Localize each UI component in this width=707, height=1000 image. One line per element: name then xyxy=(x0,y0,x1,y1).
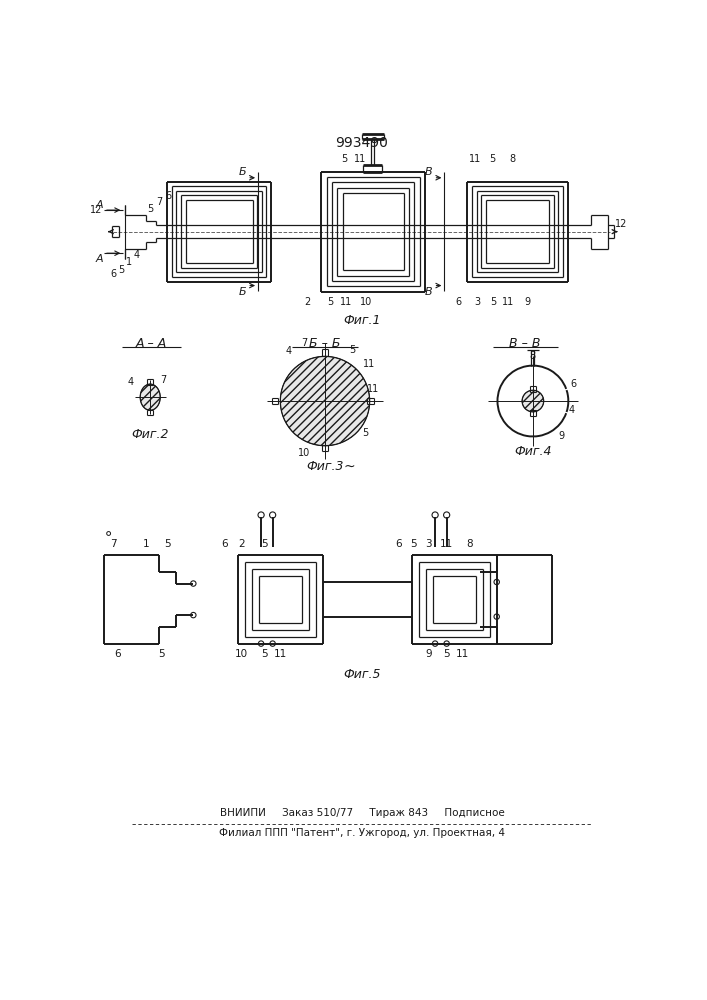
Text: 6: 6 xyxy=(571,379,577,389)
Text: А: А xyxy=(95,200,103,210)
Text: 5: 5 xyxy=(363,428,369,438)
Text: 11: 11 xyxy=(440,539,453,549)
Text: 8: 8 xyxy=(467,539,473,549)
Text: 6: 6 xyxy=(221,539,228,549)
Text: 6: 6 xyxy=(455,297,461,307)
Text: 2: 2 xyxy=(238,539,245,549)
Text: Фиг.1: Фиг.1 xyxy=(343,314,380,327)
Text: 12: 12 xyxy=(615,219,628,229)
Text: 5: 5 xyxy=(327,297,334,307)
Text: 7: 7 xyxy=(156,197,163,207)
Text: 5: 5 xyxy=(158,649,165,659)
Text: 11: 11 xyxy=(363,359,375,369)
Text: 11: 11 xyxy=(502,297,515,307)
Text: Б – Б: Б – Б xyxy=(309,337,341,350)
Circle shape xyxy=(258,512,264,518)
Text: 10: 10 xyxy=(360,297,372,307)
Text: 10: 10 xyxy=(235,649,248,659)
Text: 6: 6 xyxy=(165,191,172,201)
Text: 8: 8 xyxy=(509,154,515,164)
Text: 5: 5 xyxy=(262,649,268,659)
Circle shape xyxy=(191,581,196,586)
Text: 6: 6 xyxy=(110,269,117,279)
Text: 5: 5 xyxy=(262,539,268,549)
Text: 7: 7 xyxy=(301,338,308,348)
Text: 5: 5 xyxy=(489,154,495,164)
Text: 4: 4 xyxy=(134,250,139,260)
Text: 5: 5 xyxy=(490,297,496,307)
Text: 11: 11 xyxy=(274,649,287,659)
Text: В – В: В – В xyxy=(510,337,541,350)
Text: Фиг.5: Фиг.5 xyxy=(343,668,380,681)
Text: Б: Б xyxy=(239,287,247,297)
Text: 8: 8 xyxy=(530,351,536,361)
Ellipse shape xyxy=(522,390,544,412)
Text: 3: 3 xyxy=(426,539,432,549)
Text: Фиг.4: Фиг.4 xyxy=(514,445,551,458)
Text: Б: Б xyxy=(239,167,247,177)
Text: 2: 2 xyxy=(304,297,310,307)
Text: 10: 10 xyxy=(298,448,310,458)
Text: А: А xyxy=(95,254,103,264)
Circle shape xyxy=(444,641,450,646)
Text: В: В xyxy=(425,287,433,297)
Text: 9: 9 xyxy=(426,649,432,659)
Text: 11: 11 xyxy=(354,154,366,164)
Text: 11: 11 xyxy=(469,154,481,164)
Text: 4: 4 xyxy=(568,405,575,415)
Text: Фиг.2: Фиг.2 xyxy=(132,428,169,441)
Text: 11: 11 xyxy=(455,649,469,659)
Text: Филиал ППП "Патент", г. Ужгород, ул. Проектная, 4: Филиал ППП "Патент", г. Ужгород, ул. Про… xyxy=(219,828,505,838)
Text: 5: 5 xyxy=(164,539,170,549)
Text: 5: 5 xyxy=(410,539,417,549)
Text: 1: 1 xyxy=(143,539,150,549)
Text: 993490: 993490 xyxy=(336,136,388,150)
Ellipse shape xyxy=(140,384,160,410)
Text: 5: 5 xyxy=(118,265,124,275)
Text: ВНИИПИ     Заказ 510/77     Тираж 843     Подписное: ВНИИПИ Заказ 510/77 Тираж 843 Подписное xyxy=(220,808,504,818)
Circle shape xyxy=(269,512,276,518)
Text: 5: 5 xyxy=(341,154,347,164)
Text: 12: 12 xyxy=(90,205,103,215)
Text: 7: 7 xyxy=(110,539,117,549)
Text: 4: 4 xyxy=(127,377,133,387)
Text: В: В xyxy=(425,167,433,177)
Text: 11: 11 xyxy=(368,384,380,394)
Text: 11: 11 xyxy=(339,297,352,307)
Text: 5: 5 xyxy=(147,204,153,214)
Text: Фиг.3: Фиг.3 xyxy=(306,460,344,473)
Circle shape xyxy=(270,641,275,646)
Text: 1: 1 xyxy=(126,257,132,267)
Text: 9: 9 xyxy=(559,431,564,441)
Circle shape xyxy=(443,512,450,518)
Circle shape xyxy=(432,512,438,518)
Ellipse shape xyxy=(281,356,370,446)
Text: ~: ~ xyxy=(344,460,356,474)
Circle shape xyxy=(433,641,438,646)
Text: 3: 3 xyxy=(474,297,481,307)
Text: 9: 9 xyxy=(525,297,530,307)
Text: 4: 4 xyxy=(286,346,292,356)
Text: 5: 5 xyxy=(443,649,450,659)
Circle shape xyxy=(258,641,264,646)
Circle shape xyxy=(191,612,196,618)
Circle shape xyxy=(494,579,499,585)
Text: А – А: А – А xyxy=(136,337,168,350)
Circle shape xyxy=(494,614,499,619)
Text: 5: 5 xyxy=(349,345,355,355)
Text: 6: 6 xyxy=(115,649,121,659)
Circle shape xyxy=(107,532,110,535)
Text: 7: 7 xyxy=(160,375,166,385)
Text: 6: 6 xyxy=(395,539,402,549)
